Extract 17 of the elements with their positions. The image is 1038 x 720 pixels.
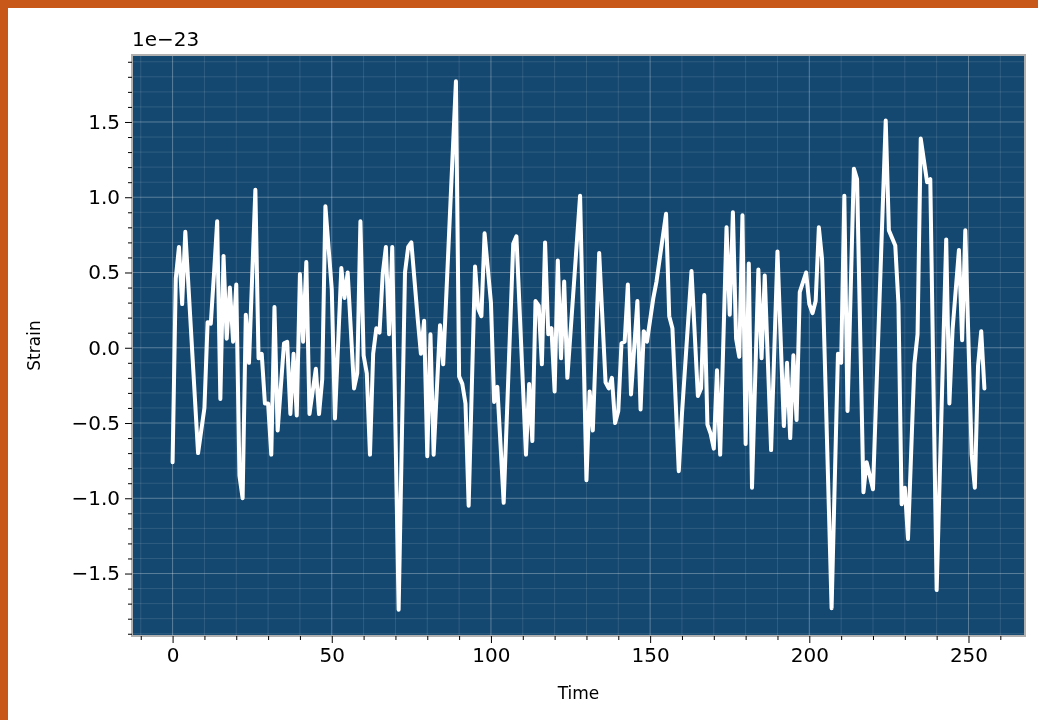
y-tick-label: −0.5: [71, 410, 120, 435]
x-tick-label: 250: [949, 643, 989, 668]
y-tick-label: 1.5: [88, 109, 120, 134]
y-tick-label: 0.5: [88, 260, 120, 285]
line-series: [170, 79, 987, 612]
text: 1e−23: [132, 27, 200, 51]
x-tick-label: 50: [319, 643, 345, 668]
x-tick-label: 0: [166, 643, 180, 668]
y-axis-title: Strain: [24, 320, 44, 371]
x-tick-label: 100: [472, 643, 511, 668]
x-tick-label: 200: [790, 643, 829, 668]
y-tick-label: −1.0: [71, 486, 120, 511]
y-tick-label: −1.5: [71, 561, 120, 586]
x-tick-label: 150: [631, 643, 670, 668]
x-axis-title: Time: [556, 683, 600, 703]
y-tick-label: 1.0: [88, 185, 120, 210]
y-tick-label: 0.0: [88, 335, 120, 360]
